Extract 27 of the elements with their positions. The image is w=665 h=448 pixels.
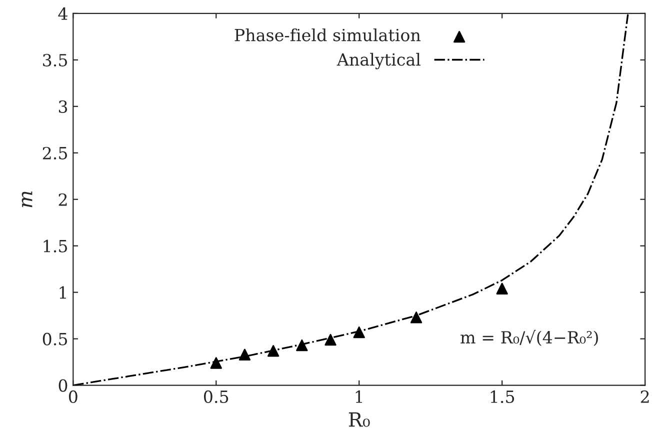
point <box>496 282 508 294</box>
point <box>324 334 336 346</box>
point <box>296 339 308 352</box>
y-tick-label: 0.5 <box>42 332 68 346</box>
y-tick-label: 1 <box>60 286 66 299</box>
y-tick-label: 3.5 <box>43 54 68 66</box>
legend-label: Analytical <box>336 52 420 70</box>
point <box>353 326 365 338</box>
y-axis-title: m <box>22 191 32 208</box>
annotation: m = R₀/√(4−R₀²) <box>460 330 598 346</box>
x-tick-label: 2 <box>640 390 649 403</box>
x-axis-title: R₀ <box>348 412 370 427</box>
y-tick-label: 3 <box>58 100 68 113</box>
x-tick-label: 1 <box>356 390 362 403</box>
y-tick-label: 4 <box>58 7 68 20</box>
y-tick-label: 0 <box>58 379 68 392</box>
y-tick-label: 2 <box>58 193 67 206</box>
legend-label: Phase-field simulation <box>234 28 421 42</box>
x-tick-label: 0 <box>68 390 78 404</box>
point <box>210 357 222 369</box>
y-tick-label: 1.5 <box>44 240 68 252</box>
point <box>267 345 280 357</box>
y-tick-label: 2.5 <box>42 146 68 160</box>
x-tick-label: 1.5 <box>490 390 514 404</box>
point <box>238 348 251 360</box>
point <box>410 312 422 324</box>
x-tick-label: 0.5 <box>204 390 228 404</box>
